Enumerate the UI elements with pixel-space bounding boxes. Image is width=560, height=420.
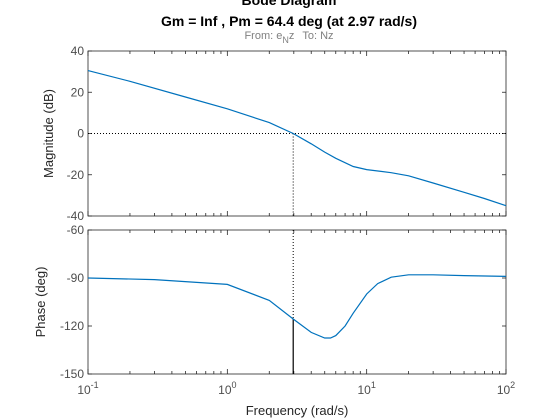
x-tick-exponent: -1 xyxy=(91,380,99,390)
x-tick-exponent: 1 xyxy=(371,380,376,390)
io-from-sub: N xyxy=(282,35,289,45)
magnitude-x-ticks xyxy=(87,51,507,216)
x-tick-labels: 10-1 100 101 102 xyxy=(77,380,515,397)
chart-title: Bode Diagram xyxy=(242,0,337,8)
phase-y-ticks: -150 -120 -90 -60 xyxy=(60,223,506,381)
io-label: From: eNz To: Nz xyxy=(244,30,333,45)
phase-x-ticks xyxy=(87,230,507,374)
magnitude-axes: -40 -20 0 20 40 xyxy=(67,44,507,223)
io-to: To: Nz xyxy=(302,30,333,42)
y-tick-label: -120 xyxy=(60,319,84,333)
io-from-suffix: z xyxy=(289,30,295,42)
x-tick-base: 10 xyxy=(77,383,91,397)
y-tick-label: -90 xyxy=(67,271,85,285)
y-tick-label: -150 xyxy=(60,367,84,381)
x-tick-label: 10-1 xyxy=(77,380,98,397)
y-tick-label: 20 xyxy=(71,85,85,99)
y-tick-label: 0 xyxy=(77,127,84,141)
y-tick-label: -20 xyxy=(67,168,85,182)
x-tick-label: 101 xyxy=(357,380,375,397)
magnitude-series-line xyxy=(87,70,507,207)
x-tick-base: 10 xyxy=(497,383,511,397)
x-tick-base: 10 xyxy=(218,383,232,397)
io-from-prefix: From: e xyxy=(244,30,282,42)
phase-axes: -150 -120 -90 -60 xyxy=(60,223,507,381)
y-tick-label: 40 xyxy=(71,44,85,58)
y-tick-label: -40 xyxy=(67,209,85,223)
x-tick-exponent: 2 xyxy=(510,380,515,390)
chart-subtitle: Gm = Inf , Pm = 64.4 deg (at 2.97 rad/s) xyxy=(161,13,417,29)
magnitude-frame xyxy=(87,50,507,217)
x-tick-label: 100 xyxy=(218,380,236,397)
x-tick-exponent: 0 xyxy=(232,380,237,390)
magnitude-y-ticks: -40 -20 0 20 40 xyxy=(67,44,506,223)
magnitude-y-label: Magnitude (dB) xyxy=(41,89,56,178)
x-tick-base: 10 xyxy=(357,383,371,397)
x-axis-label: Frequency (rad/s) xyxy=(246,403,349,418)
phase-y-label: Phase (deg) xyxy=(33,267,48,338)
y-tick-label: -60 xyxy=(67,223,85,237)
phase-frame xyxy=(87,229,507,375)
x-tick-label: 102 xyxy=(497,380,515,397)
phase-series-line xyxy=(87,274,507,339)
